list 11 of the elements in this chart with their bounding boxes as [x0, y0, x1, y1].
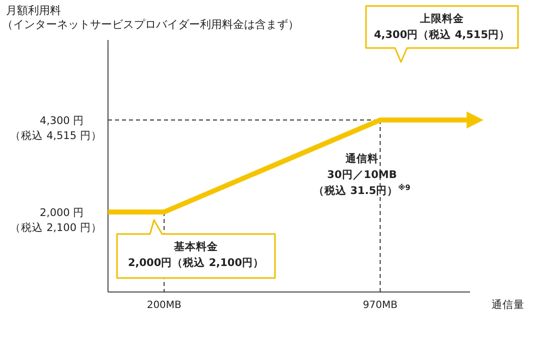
- annotation: 基本料金 2,000円（税込 2,100円）: [128, 240, 264, 269]
- x-axis-title: 通信量: [492, 298, 524, 311]
- text: （税込 4,515 円）: [10, 129, 102, 142]
- text: （税込 2,100 円）: [10, 221, 102, 234]
- y-tick-label: 4,300 円: [40, 115, 84, 127]
- annotation: 通信料 30円／10MB （税込 31.5円）$^{※9}$: [314, 152, 410, 197]
- x-tick-label: 970MB: [362, 300, 398, 311]
- x-tick-label: 200MB: [146, 300, 182, 311]
- y-tick-label: 2,000 円: [40, 207, 84, 219]
- annotation: 上限料金 4,300円（税込 4,515円）: [374, 12, 510, 41]
- y-axis-title: 月額利用料（インターネットサービスプロバイダー利用料金は含まず）: [2, 4, 299, 31]
